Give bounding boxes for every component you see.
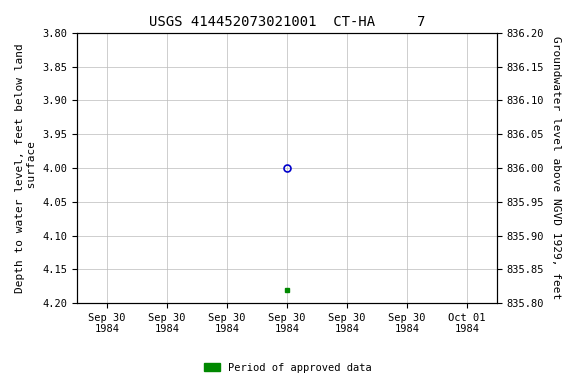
Title: USGS 414452073021001  CT-HA     7: USGS 414452073021001 CT-HA 7 — [149, 15, 425, 29]
Y-axis label: Groundwater level above NGVD 1929, feet: Groundwater level above NGVD 1929, feet — [551, 36, 561, 300]
Legend: Period of approved data: Period of approved data — [200, 359, 376, 377]
Y-axis label: Depth to water level, feet below land
 surface: Depth to water level, feet below land su… — [15, 43, 37, 293]
